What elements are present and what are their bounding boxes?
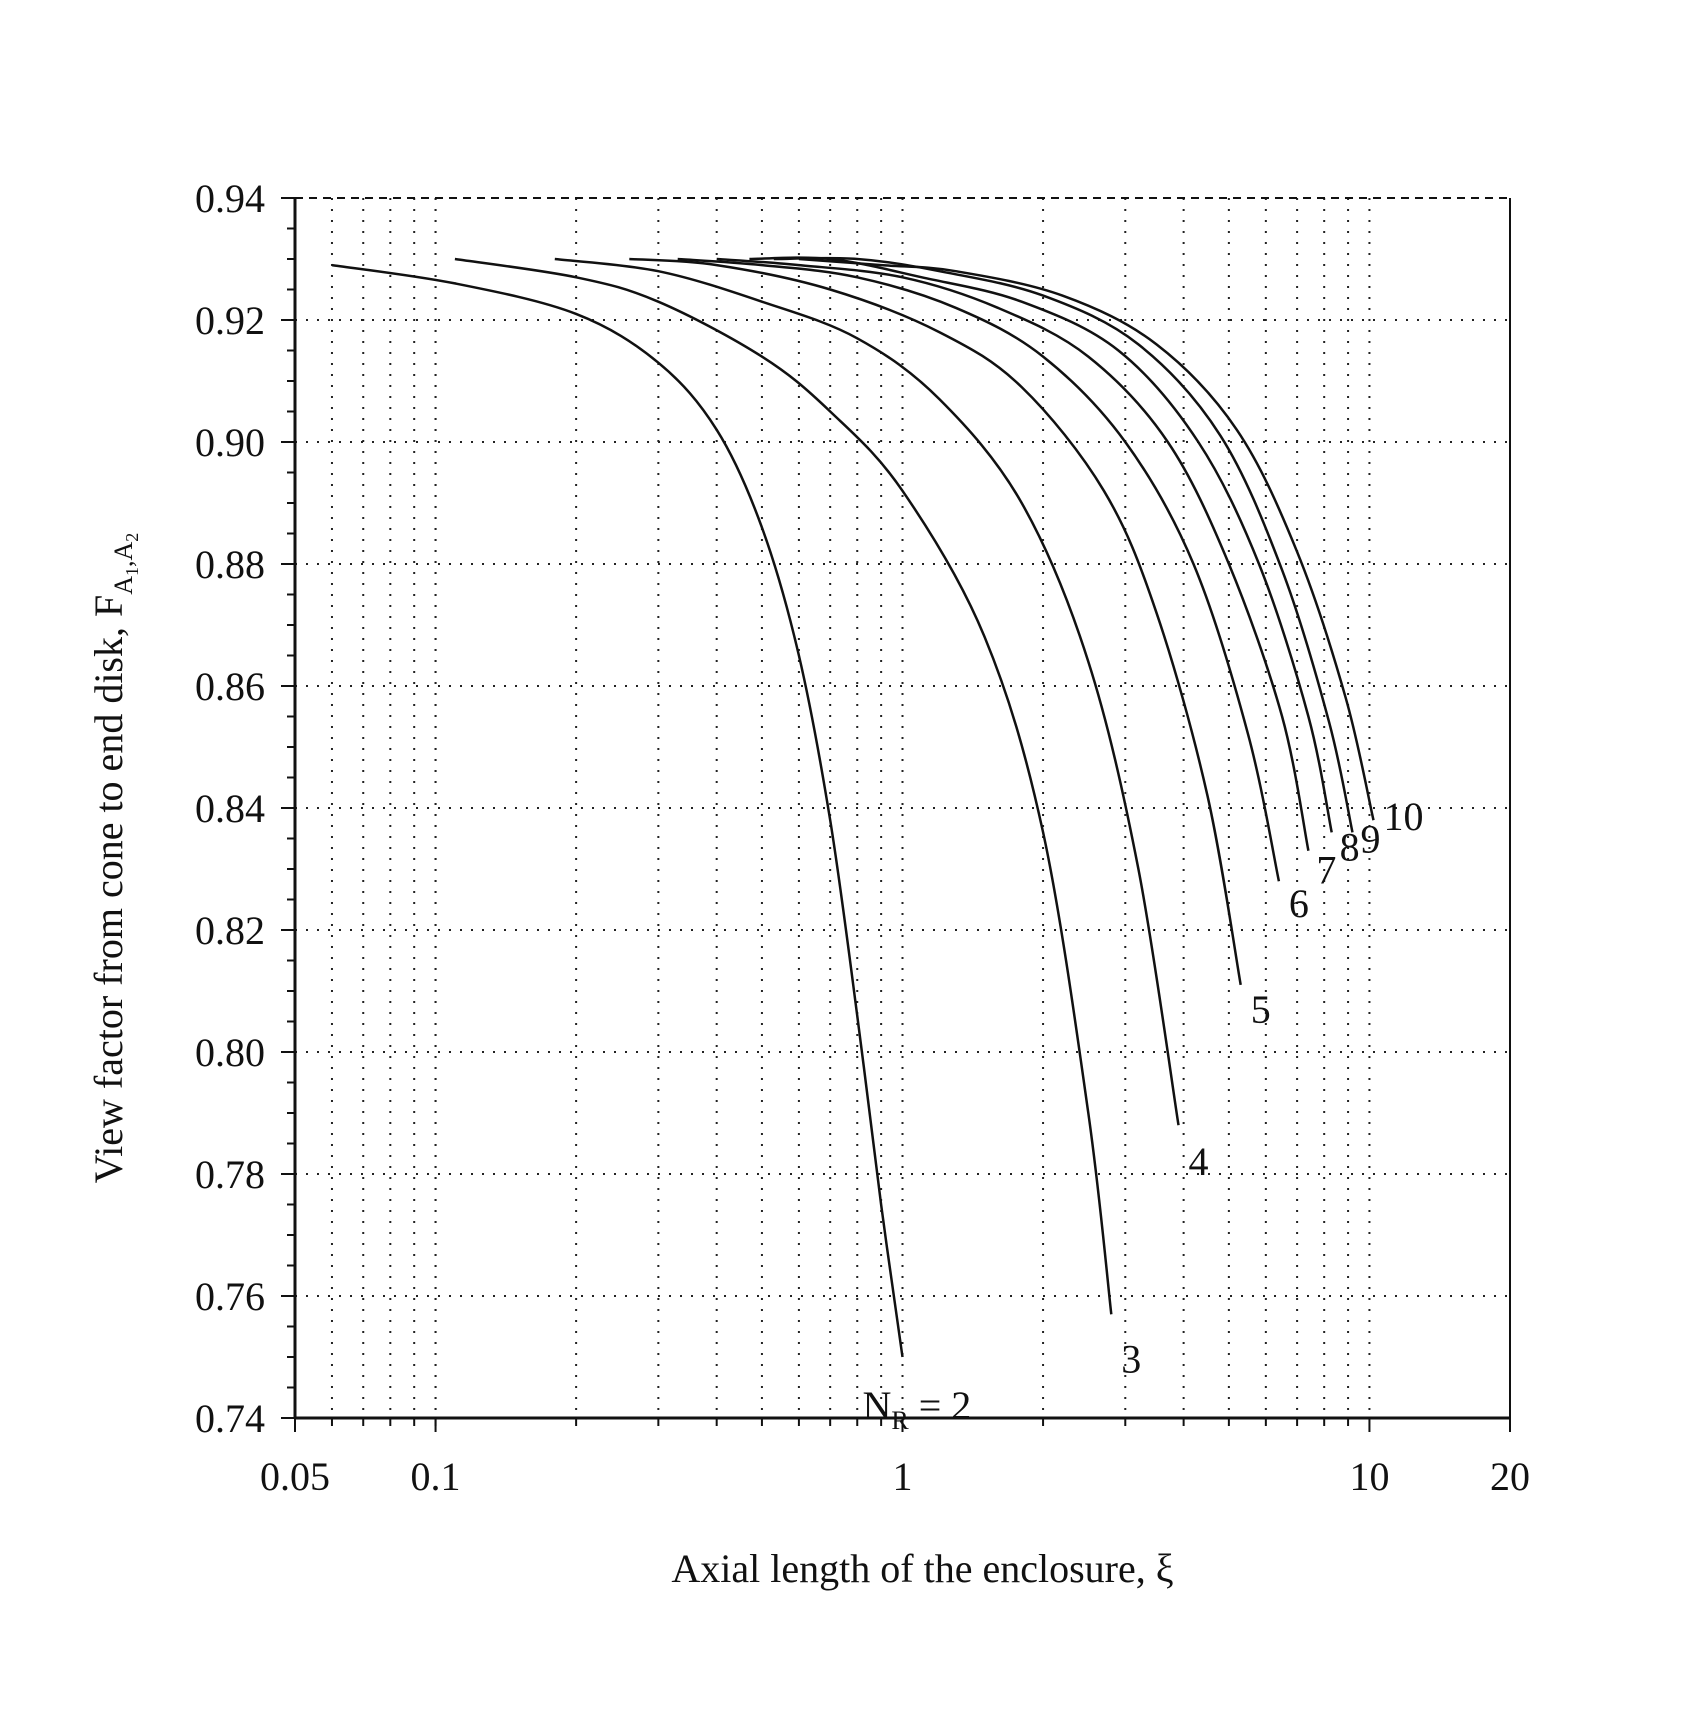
curve-label: 5 — [1251, 987, 1271, 1032]
series-curve — [554, 257, 1180, 1126]
y-tick-label: 0.84 — [195, 786, 265, 831]
y-tick-label: 0.76 — [195, 1274, 265, 1319]
y-axis-title-main: View factor from cone to end disk, F — [86, 595, 131, 1184]
y-axis-title-comma: , — [109, 560, 138, 567]
series-curve — [331, 263, 904, 1358]
series-curve — [798, 257, 1375, 821]
grid — [295, 198, 1510, 1418]
y-tick-label: 0.78 — [195, 1152, 265, 1197]
y-tick-label: 0.92 — [195, 298, 265, 343]
y-tick-label: 0.88 — [195, 542, 265, 587]
series — [331, 256, 1375, 1358]
series-curve — [677, 257, 1281, 882]
y-axis-title: View factor from cone to end disk, FA1,A… — [86, 533, 142, 1184]
series-curve — [749, 256, 1333, 833]
curve-label: 3 — [1121, 1336, 1141, 1381]
curve-labels: NR = 2 3 4 5 678 9 10 — [863, 794, 1424, 1435]
ticks — [281, 197, 1511, 1432]
y-tick-label: 0.94 — [195, 176, 265, 221]
curve-label: NR = 2 — [863, 1383, 972, 1435]
y-axis-title-sub2: A — [109, 541, 138, 560]
series-curve — [716, 257, 1310, 851]
curve-label: 9 — [1361, 816, 1381, 861]
series-curve — [454, 257, 1113, 1315]
curve-label-prefix: N — [863, 1383, 892, 1428]
curve-label: 7 — [1316, 848, 1336, 893]
curve-label-suffix: = 2 — [909, 1383, 972, 1428]
series-curve — [629, 257, 1242, 986]
y-tick-label: 0.90 — [195, 420, 265, 465]
tick-labels: 0.74 0.76 0.78 0.80 0.82 0.84 0.86 0.88 0.90 0.92… — [195, 176, 1530, 1499]
x-tick-label: 1 — [893, 1454, 913, 1499]
curve-label: 6 — [1289, 881, 1309, 926]
x-tick-label: 0.1 — [411, 1454, 461, 1499]
curve-label: 4 — [1188, 1139, 1208, 1184]
curve-label: 10 — [1383, 794, 1423, 839]
x-axis-title: Axial length of the enclosure, ξ — [671, 1546, 1173, 1591]
y-tick-label: 0.74 — [195, 1396, 265, 1441]
y-axis-title-sub2-index: 2 — [122, 533, 142, 542]
x-tick-label: 10 — [1349, 1454, 1389, 1499]
series-curve — [773, 256, 1354, 833]
y-tick-label: 0.86 — [195, 664, 265, 709]
curve-label: 8 — [1340, 824, 1360, 869]
x-tick-label: 20 — [1490, 1454, 1530, 1499]
y-tick-label: 0.82 — [195, 908, 265, 953]
y-axis-title-sub1: A — [109, 576, 138, 595]
curve-label-subscript: R — [891, 1406, 909, 1435]
y-axis-title-sub1-index: 1 — [122, 567, 142, 576]
y-tick-label: 0.80 — [195, 1030, 265, 1075]
x-tick-label: 0.05 — [260, 1454, 330, 1499]
